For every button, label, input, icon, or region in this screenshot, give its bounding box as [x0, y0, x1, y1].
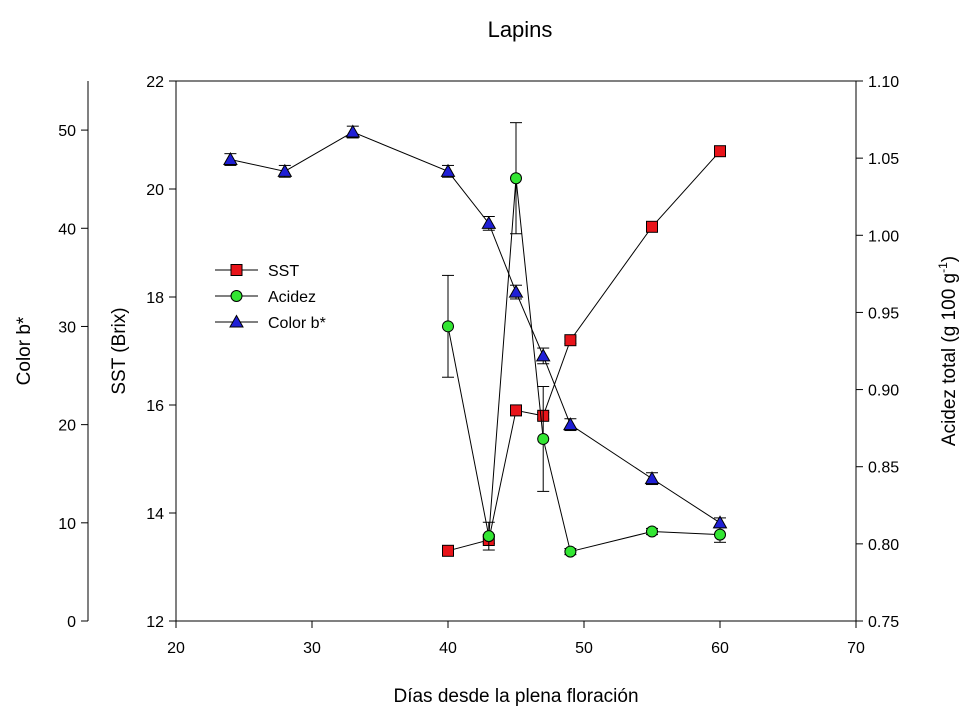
sst-tick-label: 18 — [146, 290, 164, 307]
legend-label: SST — [268, 263, 299, 280]
legend-label: Color b* — [268, 315, 326, 332]
acidez-axis-title-close: ) — [939, 256, 960, 262]
x-tick-label: 50 — [575, 640, 593, 657]
sst-tick-label: 20 — [146, 182, 164, 199]
acidez-tick-label: 0.80 — [868, 537, 899, 554]
x-tick-label: 40 — [439, 640, 457, 657]
data-point-acidez — [442, 320, 454, 333]
acidez-axis-title-sup: -1 — [936, 262, 950, 273]
legend-marker — [230, 264, 243, 276]
acidez-axis: 0.75 0.80 0.85 0.90 0.95 1.00 1.05 1.10 — [856, 74, 899, 631]
data-point-acidez — [482, 530, 495, 543]
acidez-axis-title-main: Acidez total (g 100 g — [939, 273, 960, 446]
color-tick-label: 0 — [67, 614, 76, 631]
data-point-color-b — [223, 152, 238, 166]
chart-title: Lapins — [488, 17, 553, 42]
data-point-color-b — [345, 124, 361, 138]
color-tick-label: 50 — [58, 123, 76, 140]
data-point-color-b — [508, 284, 524, 298]
acidez-tick-label: 0.85 — [868, 460, 899, 477]
data-point-color-b — [712, 515, 728, 529]
acidez-tick-label: 0.75 — [868, 614, 899, 631]
sst-tick-label: 14 — [146, 506, 164, 523]
data-point-color-b — [535, 348, 551, 362]
data-point-acidez — [714, 528, 726, 541]
series-line-color-b — [230, 131, 721, 524]
legend: SST Acidez Color b* — [215, 263, 326, 332]
legend-marker — [230, 290, 243, 302]
series-line-acidez — [447, 178, 721, 553]
x-axis-title: Días desde la plena floración — [393, 686, 638, 707]
data-point-color-b — [277, 163, 293, 177]
data-point-acidez — [510, 172, 522, 185]
data-point-acidez — [646, 525, 658, 538]
color-axis-title: Color b* — [14, 316, 35, 385]
data-point-sst — [510, 404, 522, 417]
data-point-color-b — [481, 215, 497, 229]
series-acidez — [442, 122, 726, 558]
acidez-tick-label: 1.05 — [868, 151, 899, 168]
series-layer — [223, 122, 728, 558]
data-point-acidez — [537, 432, 550, 445]
x-tick-label: 20 — [167, 640, 185, 657]
acidez-tick-label: 1.10 — [868, 74, 899, 91]
color-axis: 0 10 20 30 40 50 — [58, 123, 88, 631]
color-tick-label: 40 — [58, 221, 76, 238]
sst-axis-title: SST (Brix) — [109, 307, 130, 394]
x-tick-label: 60 — [711, 640, 729, 657]
data-point-color-b — [440, 163, 456, 177]
acidez-axis-title: Acidez total (g 100 g-1) — [936, 256, 960, 446]
data-point-sst — [564, 334, 577, 347]
x-tick-label: 30 — [303, 640, 321, 657]
series-line-sst — [447, 150, 721, 552]
color-tick-label: 10 — [58, 516, 76, 533]
data-point-acidez — [564, 545, 577, 558]
sst-axis: 12 14 16 18 20 22 — [146, 74, 176, 631]
sst-tick-label: 16 — [146, 398, 164, 415]
data-point-sst — [714, 145, 726, 158]
legend-marker — [229, 314, 244, 328]
acidez-tick-label: 1.00 — [868, 228, 899, 245]
color-tick-label: 30 — [58, 319, 76, 336]
data-point-sst — [646, 220, 658, 233]
x-axis: 20 30 40 50 60 70 — [167, 621, 865, 657]
x-tick-label: 70 — [847, 640, 865, 657]
sst-tick-label: 12 — [146, 614, 164, 631]
data-point-color-b — [644, 471, 660, 485]
sst-tick-label: 22 — [146, 74, 164, 91]
plot-frame — [175, 80, 857, 622]
color-tick-label: 20 — [58, 418, 76, 435]
data-point-color-b — [563, 417, 578, 431]
acidez-tick-label: 0.95 — [868, 305, 899, 322]
acidez-tick-label: 0.90 — [868, 383, 899, 400]
data-point-sst — [442, 544, 454, 557]
series-color-b — [223, 124, 728, 529]
legend-label: Acidez — [268, 289, 316, 306]
series-sst — [442, 145, 726, 557]
